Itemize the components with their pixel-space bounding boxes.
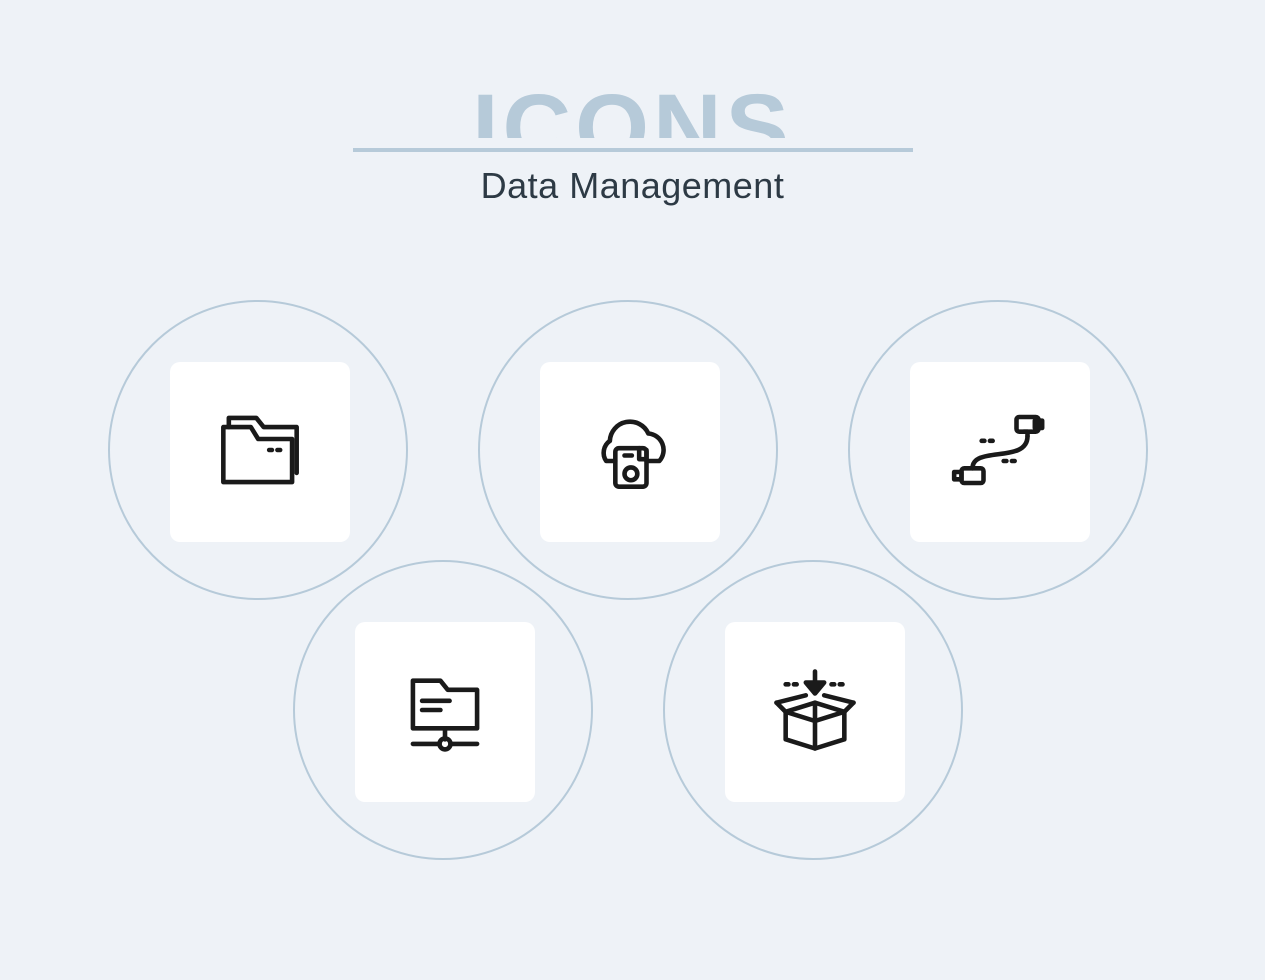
title-underline [353,148,913,152]
icon-tile [725,622,905,802]
network-folder-icon [390,655,500,770]
cloud-storage-icon [575,395,685,510]
icon-circle [848,300,1148,600]
icon-circle [478,300,778,600]
inbox-download-icon [760,655,870,770]
icon-circle [663,560,963,860]
icon-tile [540,362,720,542]
page-title: Data Management [0,165,1265,207]
icon-tile [355,622,535,802]
icon-circle [108,300,408,600]
icon-tile [170,362,350,542]
icon-circle [293,560,593,860]
icon-tile [910,362,1090,542]
usb-cable-icon [945,395,1055,510]
folder-icon [205,395,315,510]
